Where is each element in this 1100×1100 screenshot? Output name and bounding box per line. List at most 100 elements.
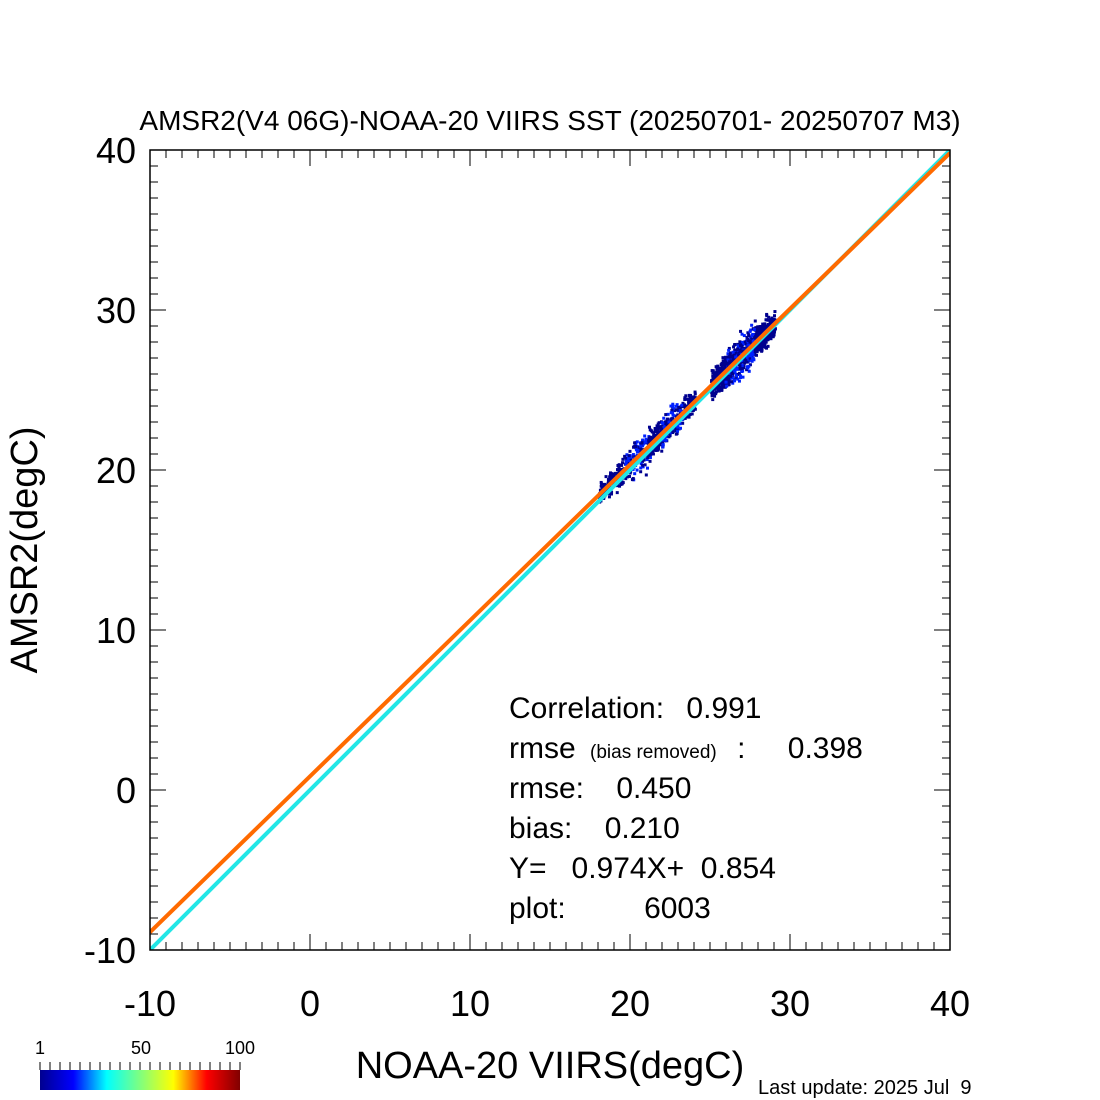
data-point <box>661 421 665 425</box>
data-point <box>740 340 744 344</box>
stat-rmse-value: 0.450 <box>616 772 691 805</box>
data-point <box>692 397 696 401</box>
data-point <box>649 429 653 433</box>
data-point <box>639 442 643 446</box>
data-point <box>754 326 758 330</box>
data-point <box>601 485 605 489</box>
data-point <box>728 355 732 359</box>
data-point <box>667 420 671 424</box>
data-point <box>679 426 683 430</box>
data-point <box>624 462 628 466</box>
data-point <box>764 337 768 341</box>
x-tick-label: 20 <box>610 983 650 1024</box>
data-point <box>664 438 668 442</box>
data-point <box>633 441 637 445</box>
data-point <box>767 334 771 338</box>
data-point <box>722 379 726 383</box>
data-point <box>764 318 768 322</box>
data-point <box>634 448 638 452</box>
data-point <box>644 437 648 441</box>
data-point <box>683 416 687 420</box>
data-point <box>659 430 663 434</box>
data-point <box>623 454 627 458</box>
data-point <box>684 394 688 398</box>
stat-rmse-label: rmse: <box>509 772 584 805</box>
stat-plot-count: plot: 6003 <box>509 892 711 925</box>
data-point <box>688 413 692 417</box>
data-point <box>609 471 613 475</box>
data-point <box>693 390 697 394</box>
x-axis-label: NOAA-20 VIIRS(degC) <box>356 1045 745 1087</box>
data-point <box>748 329 752 333</box>
colorbar-gradient <box>40 1070 240 1090</box>
data-point <box>653 426 657 430</box>
data-point <box>727 361 731 365</box>
data-point <box>726 355 730 359</box>
data-point <box>654 448 658 452</box>
data-point <box>652 431 656 435</box>
data-point <box>684 405 688 409</box>
data-point <box>656 427 660 431</box>
data-point <box>754 334 758 338</box>
data-point <box>717 385 721 389</box>
data-point <box>726 376 730 380</box>
data-point <box>714 374 718 378</box>
data-point <box>751 332 755 336</box>
data-point <box>756 345 760 349</box>
data-point <box>742 346 746 350</box>
data-point <box>750 350 754 354</box>
data-point <box>639 462 643 466</box>
x-tick-label: 40 <box>930 983 970 1024</box>
data-point <box>636 447 640 451</box>
y-tick-label: 10 <box>96 610 136 651</box>
data-point <box>647 439 651 443</box>
data-point <box>717 367 721 371</box>
data-point <box>736 347 740 351</box>
data-point <box>621 457 625 461</box>
data-point <box>738 364 742 368</box>
data-point <box>723 360 727 364</box>
colorbar-label-max: 100 <box>225 1038 255 1058</box>
data-point <box>730 355 734 359</box>
data-point <box>752 327 756 331</box>
data-point <box>738 343 742 347</box>
data-point <box>750 337 754 341</box>
data-point <box>661 443 665 447</box>
data-point <box>645 458 649 462</box>
data-point <box>733 343 737 347</box>
data-point <box>609 473 613 477</box>
stat-rmse-br-sep: : <box>737 732 745 765</box>
data-point <box>764 345 768 349</box>
data-point <box>644 473 648 477</box>
data-point <box>737 379 741 383</box>
data-point <box>657 430 661 434</box>
data-point <box>749 354 753 358</box>
data-point <box>726 361 730 365</box>
data-point <box>598 488 602 492</box>
axis-ticks <box>149 149 951 951</box>
data-point <box>734 367 738 371</box>
data-point <box>624 456 628 460</box>
data-point <box>727 346 731 350</box>
stat-rmse-br-label: rmse <box>509 732 576 765</box>
data-point <box>713 391 717 395</box>
data-point <box>656 422 660 426</box>
data-point <box>665 423 669 427</box>
data-point <box>656 447 660 451</box>
data-point <box>674 432 678 436</box>
data-point <box>615 468 619 472</box>
data-point <box>727 348 731 352</box>
data-point <box>724 355 728 359</box>
x-tick-label: 30 <box>770 983 810 1024</box>
data-point <box>745 368 749 372</box>
data-point <box>677 405 681 409</box>
fit-lines <box>150 150 950 950</box>
data-point <box>632 445 636 449</box>
data-point <box>724 380 728 384</box>
data-point <box>615 484 619 488</box>
data-point <box>724 376 728 380</box>
data-point <box>773 310 777 314</box>
data-point <box>714 365 718 369</box>
data-point <box>629 457 633 461</box>
data-point <box>737 351 741 355</box>
